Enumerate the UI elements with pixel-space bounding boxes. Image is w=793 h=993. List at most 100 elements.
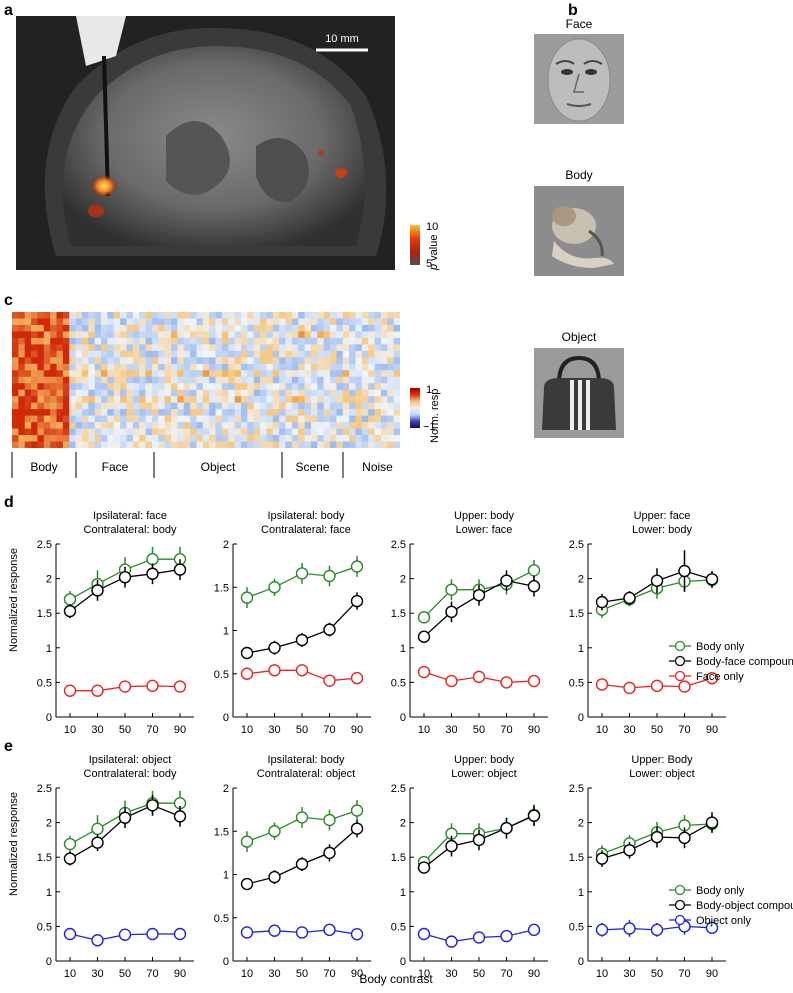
- heatmap-cell: [380, 409, 388, 416]
- y-tick-label: 0: [46, 712, 52, 724]
- heatmap-cell: [361, 350, 369, 358]
- heatmap-cell: [304, 422, 312, 429]
- heatmap-cell: [279, 370, 286, 378]
- heatmap-cell: [260, 383, 267, 391]
- heatmap-cell: [126, 435, 134, 442]
- heatmap-cell: [215, 435, 223, 442]
- heatmap-cell: [330, 402, 337, 410]
- heatmap-cell: [374, 389, 382, 397]
- data-point: [268, 641, 281, 654]
- heatmap-cell: [18, 376, 26, 384]
- heatmap-cell: [12, 409, 19, 416]
- heatmap-cell: [285, 415, 293, 423]
- heatmap-cell: [190, 337, 197, 345]
- heatmap-cell: [221, 324, 229, 332]
- heatmap-cell: [145, 337, 153, 345]
- heatmap-cell: [62, 415, 70, 423]
- heatmap-cell: [330, 324, 337, 332]
- heatmap-cell: [177, 331, 185, 339]
- heatmap-cell: [177, 435, 185, 442]
- heatmap-cell: [81, 350, 89, 358]
- heatmap-cell: [43, 435, 51, 442]
- heatmap-cell: [43, 350, 51, 358]
- heatmap-cell: [145, 350, 153, 358]
- y-tick-label: 0.5: [214, 669, 229, 681]
- heatmap-cell: [342, 324, 350, 332]
- x-tick-label: 50: [473, 968, 485, 980]
- heatmap-cell: [228, 312, 235, 319]
- heatmap-cell: [164, 318, 172, 326]
- heatmap-cell: [69, 441, 76, 448]
- heatmap-cell: [113, 409, 121, 416]
- heatmap-cell: [323, 428, 331, 436]
- heatmap-cell: [24, 344, 32, 352]
- plot-d1: 00.511.522.510 30 50 70 90: [37, 539, 194, 736]
- heatmap-cell: [215, 402, 223, 410]
- heatmap-cell: [228, 357, 235, 365]
- heatmap-cell: [132, 357, 140, 365]
- heatmap-cell: [62, 370, 70, 378]
- heatmap-cell: [177, 389, 185, 397]
- heatmap-cell: [234, 441, 242, 448]
- heatmap-cell: [298, 370, 305, 378]
- heatmap-cell: [126, 324, 134, 332]
- heatmap-cell: [202, 324, 210, 332]
- heatmap-cell: [323, 370, 331, 378]
- heatmap-cell: [132, 402, 140, 410]
- x-tick-label: 10: [241, 968, 253, 980]
- heatmap-cell: [107, 337, 115, 345]
- heatmap-cell: [361, 370, 369, 378]
- heatmap-cell: [56, 324, 64, 332]
- x-tick-label: 30: [623, 724, 635, 736]
- heatmap-cell: [183, 350, 191, 358]
- heatmap-cell: [202, 376, 210, 384]
- heatmap-cell: [317, 383, 324, 391]
- data-point: [527, 809, 541, 822]
- heatmap-cell: [151, 422, 159, 429]
- mri-image: 10 mm: [16, 16, 395, 270]
- heatmap-cell: [202, 402, 210, 410]
- heatmap-cell: [132, 350, 140, 358]
- heatmap-cell: [69, 370, 76, 378]
- data-point: [678, 680, 691, 693]
- heatmap-cell: [126, 370, 134, 378]
- heatmap-cell: [336, 402, 344, 410]
- heatmap-cell: [374, 318, 382, 326]
- heatmap-cell: [228, 370, 235, 378]
- heatmap-cell: [183, 396, 191, 403]
- y-label-d: Normalized response: [8, 548, 20, 652]
- heatmap-cell: [298, 383, 305, 391]
- heatmap-cell: [285, 344, 293, 352]
- heatmap-cell: [361, 363, 369, 371]
- heatmap-cell: [330, 370, 337, 378]
- heatmap-cell: [107, 415, 115, 423]
- heatmap-cell: [310, 441, 318, 448]
- heatmap-cell: [374, 435, 382, 442]
- heatmap-cell: [171, 396, 178, 403]
- heatmap-cell: [101, 409, 108, 416]
- heatmap-cell: [62, 441, 70, 448]
- heatmap-cell: [37, 415, 45, 423]
- heatmap-cell: [43, 396, 51, 403]
- heatmap-cell: [88, 422, 95, 429]
- heatmap-cell: [368, 422, 375, 429]
- heatmap-cell: [31, 350, 38, 358]
- heatmap-cell: [12, 363, 19, 371]
- heatmap-cell: [56, 337, 64, 345]
- heatmap-cell: [113, 415, 121, 423]
- heatmap-cell: [349, 331, 356, 339]
- heatmap-cell: [298, 363, 305, 371]
- heatmap-cell: [215, 376, 223, 384]
- heatmap-cell: [132, 337, 140, 345]
- heatmap-cell: [355, 415, 363, 423]
- heatmap-cell: [215, 363, 223, 371]
- heatmap-cell: [126, 415, 134, 423]
- heatmap-cell: [291, 383, 299, 391]
- heatmap-cell: [323, 344, 331, 352]
- heatmap-cell: [50, 363, 57, 371]
- panel-label-d: d: [4, 494, 14, 511]
- heatmap-cell: [355, 350, 363, 358]
- y-tick-label: 2: [223, 783, 229, 795]
- heatmap-cell: [43, 376, 51, 384]
- heatmap-cell: [387, 312, 394, 319]
